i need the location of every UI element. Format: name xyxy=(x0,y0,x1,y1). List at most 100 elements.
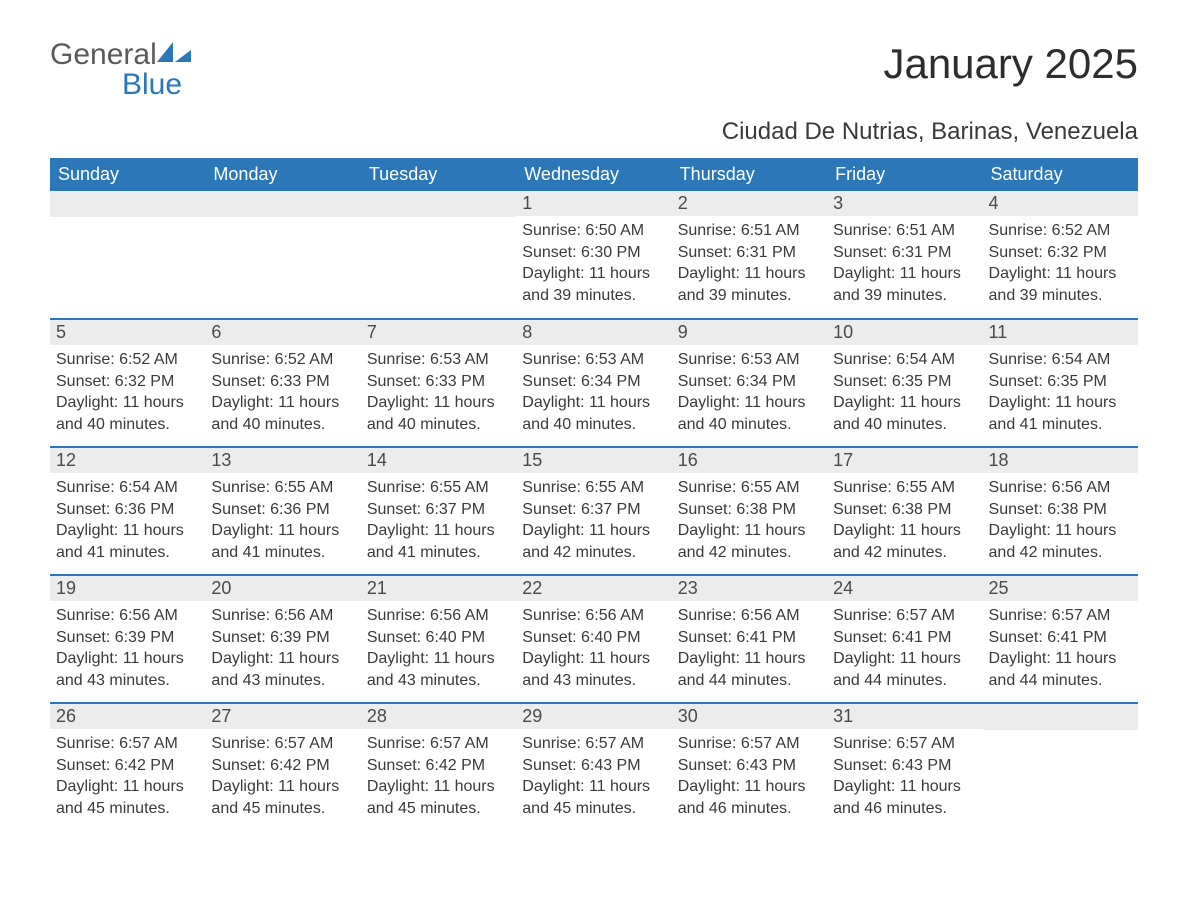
day-number: 2 xyxy=(672,191,827,216)
daylight-text-1: Daylight: 11 hours xyxy=(367,776,510,798)
daylight-text-2: and 39 minutes. xyxy=(833,285,976,307)
daylight-text-2: and 40 minutes. xyxy=(833,414,976,436)
logo: General Blue xyxy=(50,40,191,100)
sunset-text: Sunset: 6:37 PM xyxy=(522,499,665,521)
day-body: Sunrise: 6:57 AMSunset: 6:42 PMDaylight:… xyxy=(205,729,360,829)
daylight-text-2: and 39 minutes. xyxy=(989,285,1132,307)
daylight-text-1: Daylight: 11 hours xyxy=(833,263,976,285)
daylight-text-1: Daylight: 11 hours xyxy=(522,263,665,285)
day-body: Sunrise: 6:50 AMSunset: 6:30 PMDaylight:… xyxy=(516,216,671,316)
daylight-text-2: and 43 minutes. xyxy=(56,670,199,692)
daylight-text-1: Daylight: 11 hours xyxy=(678,776,821,798)
empty-day xyxy=(205,191,360,217)
calendar-cell xyxy=(983,703,1138,831)
day-body: Sunrise: 6:57 AMSunset: 6:43 PMDaylight:… xyxy=(516,729,671,829)
empty-day xyxy=(983,704,1138,730)
daylight-text-1: Daylight: 11 hours xyxy=(833,648,976,670)
daylight-text-2: and 42 minutes. xyxy=(522,542,665,564)
day-body: Sunrise: 6:51 AMSunset: 6:31 PMDaylight:… xyxy=(827,216,982,316)
day-number: 17 xyxy=(827,448,982,473)
day-number: 21 xyxy=(361,576,516,601)
daylight-text-2: and 41 minutes. xyxy=(56,542,199,564)
calendar-week: 12Sunrise: 6:54 AMSunset: 6:36 PMDayligh… xyxy=(50,447,1138,575)
daylight-text-2: and 40 minutes. xyxy=(367,414,510,436)
sunrise-text: Sunrise: 6:57 AM xyxy=(833,605,976,627)
sunset-text: Sunset: 6:39 PM xyxy=(211,627,354,649)
daylight-text-1: Daylight: 11 hours xyxy=(678,263,821,285)
sunrise-text: Sunrise: 6:53 AM xyxy=(522,349,665,371)
daylight-text-1: Daylight: 11 hours xyxy=(833,776,976,798)
day-body: Sunrise: 6:54 AMSunset: 6:35 PMDaylight:… xyxy=(827,345,982,445)
day-body: Sunrise: 6:55 AMSunset: 6:37 PMDaylight:… xyxy=(516,473,671,573)
day-body: Sunrise: 6:53 AMSunset: 6:34 PMDaylight:… xyxy=(672,345,827,445)
sunrise-text: Sunrise: 6:57 AM xyxy=(833,733,976,755)
calendar-cell: 25Sunrise: 6:57 AMSunset: 6:41 PMDayligh… xyxy=(983,575,1138,703)
calendar-cell: 18Sunrise: 6:56 AMSunset: 6:38 PMDayligh… xyxy=(983,447,1138,575)
sunrise-text: Sunrise: 6:52 AM xyxy=(211,349,354,371)
day-number: 3 xyxy=(827,191,982,216)
day-body: Sunrise: 6:56 AMSunset: 6:38 PMDaylight:… xyxy=(983,473,1138,573)
day-number: 22 xyxy=(516,576,671,601)
day-body: Sunrise: 6:56 AMSunset: 6:40 PMDaylight:… xyxy=(516,601,671,701)
day-body: Sunrise: 6:57 AMSunset: 6:43 PMDaylight:… xyxy=(827,729,982,829)
calendar-cell: 23Sunrise: 6:56 AMSunset: 6:41 PMDayligh… xyxy=(672,575,827,703)
sunrise-text: Sunrise: 6:52 AM xyxy=(989,220,1132,242)
sunset-text: Sunset: 6:39 PM xyxy=(56,627,199,649)
daylight-text-1: Daylight: 11 hours xyxy=(211,776,354,798)
page: General Blue January 2025 Ciudad De Nutr… xyxy=(0,0,1188,871)
sunset-text: Sunset: 6:34 PM xyxy=(678,371,821,393)
daylight-text-2: and 42 minutes. xyxy=(678,542,821,564)
sunset-text: Sunset: 6:36 PM xyxy=(211,499,354,521)
daylight-text-2: and 43 minutes. xyxy=(367,670,510,692)
logo-blue: Blue xyxy=(122,68,182,101)
daylight-text-1: Daylight: 11 hours xyxy=(678,520,821,542)
sunrise-text: Sunrise: 6:54 AM xyxy=(56,477,199,499)
sunrise-text: Sunrise: 6:56 AM xyxy=(678,605,821,627)
sunrise-text: Sunrise: 6:57 AM xyxy=(211,733,354,755)
daylight-text-2: and 40 minutes. xyxy=(211,414,354,436)
daylight-text-1: Daylight: 11 hours xyxy=(211,392,354,414)
sunrise-text: Sunrise: 6:57 AM xyxy=(989,605,1132,627)
sunrise-text: Sunrise: 6:56 AM xyxy=(211,605,354,627)
daylight-text-2: and 45 minutes. xyxy=(367,798,510,820)
sunset-text: Sunset: 6:33 PM xyxy=(211,371,354,393)
daylight-text-2: and 44 minutes. xyxy=(678,670,821,692)
calendar-cell: 9Sunrise: 6:53 AMSunset: 6:34 PMDaylight… xyxy=(672,319,827,447)
sunrise-text: Sunrise: 6:55 AM xyxy=(367,477,510,499)
daylight-text-2: and 44 minutes. xyxy=(989,670,1132,692)
daylight-text-2: and 43 minutes. xyxy=(522,670,665,692)
daylight-text-2: and 41 minutes. xyxy=(367,542,510,564)
daylight-text-2: and 41 minutes. xyxy=(989,414,1132,436)
daylight-text-2: and 45 minutes. xyxy=(522,798,665,820)
calendar-body: 1Sunrise: 6:50 AMSunset: 6:30 PMDaylight… xyxy=(50,191,1138,831)
day-body: Sunrise: 6:52 AMSunset: 6:32 PMDaylight:… xyxy=(50,345,205,445)
calendar-cell: 19Sunrise: 6:56 AMSunset: 6:39 PMDayligh… xyxy=(50,575,205,703)
calendar-cell: 17Sunrise: 6:55 AMSunset: 6:38 PMDayligh… xyxy=(827,447,982,575)
calendar-cell: 8Sunrise: 6:53 AMSunset: 6:34 PMDaylight… xyxy=(516,319,671,447)
weekday-header: Saturday xyxy=(983,158,1138,191)
weekday-header-row: SundayMondayTuesdayWednesdayThursdayFrid… xyxy=(50,158,1138,191)
daylight-text-2: and 40 minutes. xyxy=(522,414,665,436)
calendar-cell: 14Sunrise: 6:55 AMSunset: 6:37 PMDayligh… xyxy=(361,447,516,575)
sunrise-text: Sunrise: 6:55 AM xyxy=(833,477,976,499)
logo-text-block: General Blue xyxy=(50,40,191,100)
weekday-header: Wednesday xyxy=(516,158,671,191)
sunset-text: Sunset: 6:41 PM xyxy=(833,627,976,649)
day-number: 30 xyxy=(672,704,827,729)
empty-day xyxy=(361,191,516,217)
daylight-text-2: and 46 minutes. xyxy=(678,798,821,820)
sunset-text: Sunset: 6:32 PM xyxy=(989,242,1132,264)
day-number: 9 xyxy=(672,320,827,345)
sunset-text: Sunset: 6:30 PM xyxy=(522,242,665,264)
day-body: Sunrise: 6:57 AMSunset: 6:42 PMDaylight:… xyxy=(361,729,516,829)
calendar-cell: 24Sunrise: 6:57 AMSunset: 6:41 PMDayligh… xyxy=(827,575,982,703)
day-body: Sunrise: 6:54 AMSunset: 6:36 PMDaylight:… xyxy=(50,473,205,573)
calendar-week: 26Sunrise: 6:57 AMSunset: 6:42 PMDayligh… xyxy=(50,703,1138,831)
calendar-table: SundayMondayTuesdayWednesdayThursdayFrid… xyxy=(50,158,1138,831)
sunset-text: Sunset: 6:31 PM xyxy=(678,242,821,264)
day-body: Sunrise: 6:56 AMSunset: 6:39 PMDaylight:… xyxy=(50,601,205,701)
sail-icon xyxy=(157,42,191,64)
day-number: 18 xyxy=(983,448,1138,473)
daylight-text-1: Daylight: 11 hours xyxy=(56,520,199,542)
calendar-cell: 27Sunrise: 6:57 AMSunset: 6:42 PMDayligh… xyxy=(205,703,360,831)
